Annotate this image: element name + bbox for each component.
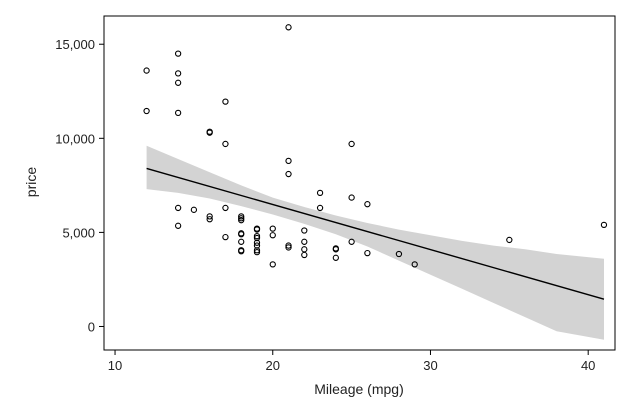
data-point [238,248,245,255]
data-point [506,236,513,244]
data-point [222,98,229,105]
y-axis-label: price [23,167,39,198]
y-axis: 0 5,000 10,000 15,000 [55,37,104,334]
confidence-band-layer [146,145,604,340]
data-point [269,261,276,268]
data-point [206,216,213,223]
data-point [174,50,182,57]
data-point [364,249,371,257]
data-point [238,215,245,222]
x-tick-label: 20 [266,358,280,373]
data-point [332,254,339,261]
data-point [174,222,182,229]
data-point [143,107,150,115]
data-point [253,239,261,246]
plot-frame [103,15,616,351]
x-axis-label: Mileage (mpg) [314,381,403,397]
data-point [301,238,308,245]
data-point [316,189,324,197]
y-tick-label: 10,000 [55,131,95,146]
data-point [238,238,245,245]
y-tick-label: 15,000 [55,37,95,52]
y-tick-label: 0 [88,319,95,334]
data-point [269,232,276,239]
x-tick-label: 30 [423,358,437,373]
data-point [238,217,245,224]
data-point [348,140,355,148]
data-point [285,242,292,249]
data-point [190,206,198,213]
data-point [174,109,182,117]
x-tick-label: 10 [108,358,122,373]
data-point [316,204,324,212]
data-point [364,201,371,208]
y-tick-label: 5,000 [62,225,95,240]
data-point [301,251,308,259]
fit-line [146,167,605,300]
data-point [174,79,182,86]
data-point [253,247,261,254]
data-point [285,244,292,251]
data-point [348,238,355,245]
data-point [174,204,182,212]
data-point [238,231,245,238]
fit-line-layer [146,167,605,300]
data-point [285,24,292,31]
data-point [301,227,308,234]
data-point [253,226,261,233]
data-point [174,70,182,77]
data-point [143,67,150,74]
data-point [222,204,229,212]
data-point [301,246,308,253]
data-point [206,129,213,136]
data-point [253,249,261,256]
data-point [238,213,245,220]
data-point [269,225,276,232]
scatter-points-layer [143,24,608,268]
data-point [411,261,418,268]
x-tick-label: 40 [581,358,595,373]
data-point [600,221,608,229]
data-point [206,213,213,220]
data-point [253,233,261,240]
data-point [222,233,229,241]
x-axis: 10 20 30 40 [108,350,595,373]
data-point [285,170,292,178]
data-point [222,140,229,148]
data-point [348,194,355,201]
data-point [332,246,339,253]
data-point [395,250,403,258]
confidence-band [146,145,604,340]
data-point [285,157,292,165]
